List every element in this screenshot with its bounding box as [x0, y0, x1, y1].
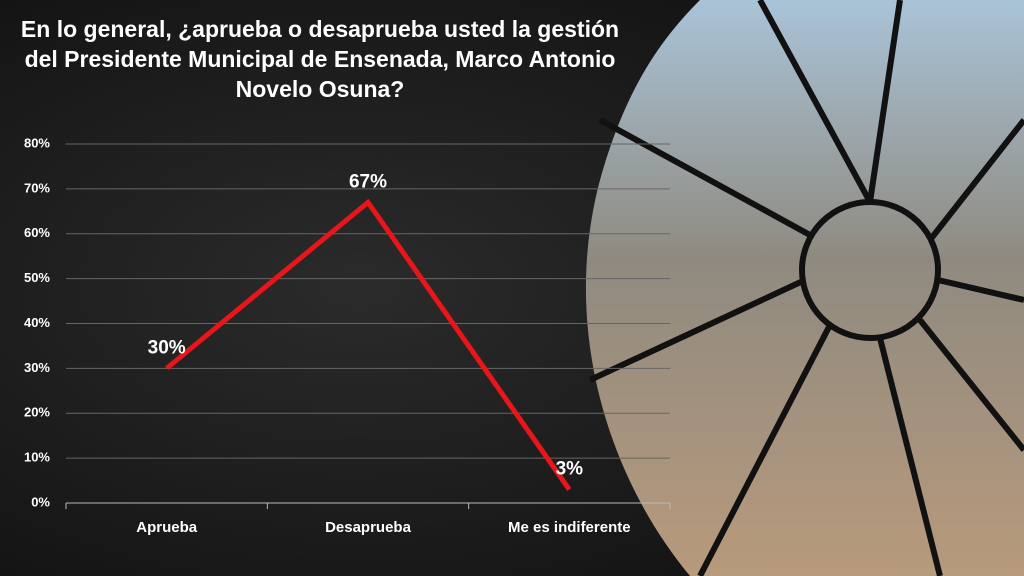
y-tick-label: 80%: [24, 135, 50, 150]
value-label: 30%: [148, 337, 186, 358]
y-tick-label: 10%: [24, 450, 50, 465]
x-tick-label: Desaprueba: [325, 519, 412, 536]
y-tick-label: 0%: [31, 494, 50, 509]
x-tick-label: Me es indiferente: [508, 519, 631, 536]
y-tick-label: 40%: [24, 315, 50, 330]
y-tick-label: 30%: [24, 360, 50, 375]
y-tick-label: 20%: [24, 405, 50, 420]
line: [165, 198, 572, 491]
x-tick-label: Aprueba: [136, 519, 198, 536]
value-label: 3%: [556, 459, 584, 480]
y-tick-label: 50%: [24, 270, 50, 285]
value-label: 67%: [349, 171, 387, 192]
y-tick-label: 70%: [24, 180, 50, 195]
chart-title: En lo general, ¿aprueba o desaprueba ust…: [20, 16, 620, 102]
photo-frame-lines: [588, 0, 1024, 576]
y-tick-label: 60%: [24, 225, 50, 240]
